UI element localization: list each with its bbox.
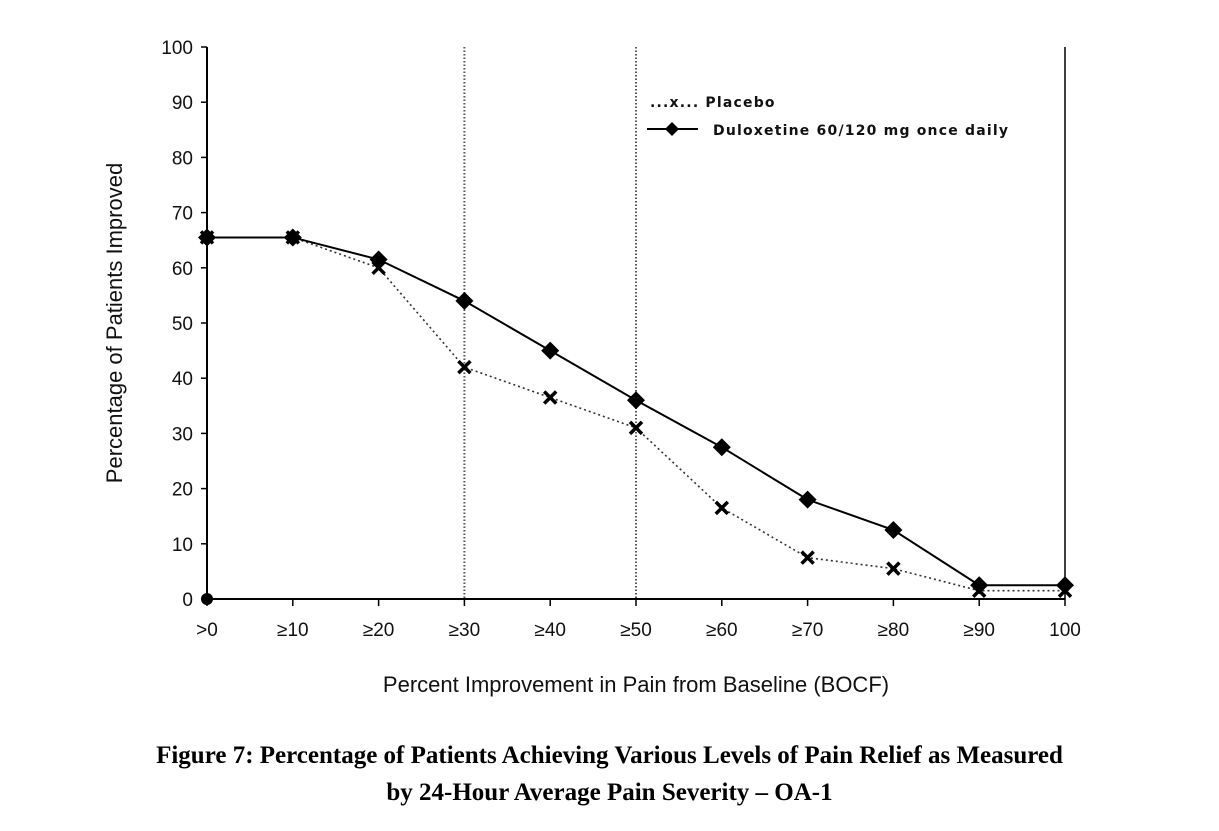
duloxetine-marker <box>884 521 903 539</box>
y-tick-label: 30 <box>172 424 193 445</box>
x-tick-label: ≥30 <box>449 620 481 641</box>
placebo-marker <box>800 550 815 565</box>
y-tick-label: 10 <box>172 535 193 556</box>
duloxetine-marker <box>369 250 388 269</box>
x-tick-label: ≥70 <box>792 620 824 641</box>
placebo-marker <box>457 359 472 375</box>
x-tick-label: ≥90 <box>963 620 995 641</box>
y-tick-label: 80 <box>172 148 193 169</box>
origin-marker <box>201 593 213 605</box>
y-tick-label: 90 <box>172 93 193 114</box>
placebo-marker <box>714 500 730 516</box>
x-tick-label: ≥80 <box>878 620 910 641</box>
y-tick-label: 0 <box>182 590 193 611</box>
duloxetine-marker <box>712 438 731 457</box>
duloxetine-marker <box>1056 576 1074 595</box>
legend: ...x... Placebo Duloxetine 60/120 mg onc… <box>647 95 1009 139</box>
x-tick-label: ≥60 <box>706 620 738 641</box>
figure-caption-line2: by 24-Hour Average Pain Severity – OA-1 <box>386 779 833 806</box>
y-tick-label: 40 <box>172 369 193 390</box>
x-tick-label: 100 <box>1049 620 1081 641</box>
duloxetine-marker <box>541 341 560 360</box>
duloxetine-marker <box>455 291 474 310</box>
duloxetine-marker <box>283 228 302 247</box>
y-tick-label: 70 <box>172 204 193 225</box>
duloxetine-marker <box>970 576 989 595</box>
duloxetine-marker <box>798 490 817 509</box>
placebo-marker <box>628 420 644 436</box>
y-tick-label: 60 <box>172 259 193 280</box>
y-tick-label: 50 <box>172 314 193 335</box>
x-axis-label: Percent Improvement in Pain from Baselin… <box>383 672 889 697</box>
x-tick-label: ≥50 <box>620 620 652 641</box>
legend-duloxetine: Duloxetine 60/120 mg once daily <box>713 123 1009 139</box>
placebo-marker <box>886 561 901 576</box>
duloxetine-marker <box>198 228 216 247</box>
placebo-marker <box>542 390 558 405</box>
y-axis-label: Percentage of Patients Improved <box>102 163 127 483</box>
x-tick-label: ≥20 <box>363 620 395 641</box>
duloxetine-marker <box>627 391 645 410</box>
legend-placebo: ...x... Placebo <box>650 95 776 111</box>
y-tick-label: 20 <box>172 480 193 501</box>
legend-duloxetine-marker <box>665 122 679 136</box>
x-tick-label: ≥10 <box>277 620 309 641</box>
x-tick-label: >0 <box>196 620 218 641</box>
y-tick-label: 100 <box>161 38 193 59</box>
x-tick-label: ≥40 <box>534 620 566 641</box>
figure-caption-line1: Figure 7: Percentage of Patients Achievi… <box>156 742 1063 769</box>
